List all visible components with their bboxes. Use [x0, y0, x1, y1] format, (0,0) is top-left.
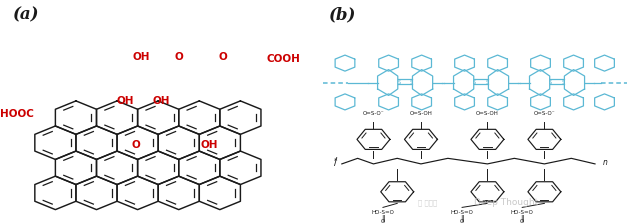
- Text: O: O: [175, 52, 183, 62]
- Text: ‖: ‖: [381, 215, 385, 222]
- Text: *: *: [334, 158, 337, 164]
- Text: OH: OH: [116, 97, 134, 106]
- Text: S: S: [410, 80, 413, 85]
- Text: HO-S=O: HO-S=O: [451, 211, 473, 215]
- Text: ‖: ‖: [460, 215, 464, 222]
- Text: S: S: [562, 80, 565, 85]
- Text: ‖: ‖: [520, 215, 524, 222]
- Text: O: O: [460, 219, 464, 223]
- Text: O: O: [381, 219, 385, 223]
- Text: OH: OH: [200, 140, 218, 150]
- Text: HO-S=O: HO-S=O: [511, 211, 534, 215]
- Text: (b): (b): [329, 7, 356, 24]
- Text: O=S-OH: O=S-OH: [476, 111, 499, 116]
- Text: OH: OH: [132, 52, 149, 62]
- Text: S: S: [549, 80, 552, 85]
- Text: O=S-OH: O=S-OH: [410, 111, 432, 116]
- Text: S: S: [486, 80, 489, 85]
- Text: Deep Thought: Deep Thought: [474, 198, 539, 207]
- Text: O=S-O⁻: O=S-O⁻: [534, 111, 555, 116]
- Text: (a): (a): [13, 7, 39, 24]
- Text: 🔴 公众号: 🔴 公众号: [418, 200, 437, 206]
- Text: /: /: [334, 157, 337, 167]
- Text: S: S: [397, 80, 400, 85]
- Text: O: O: [219, 52, 227, 62]
- Text: S: S: [473, 80, 476, 85]
- Text: n: n: [603, 158, 608, 167]
- Text: COOH: COOH: [266, 54, 300, 64]
- Text: HOOC: HOOC: [1, 109, 34, 119]
- Text: O: O: [520, 219, 524, 223]
- Text: HO-S=O: HO-S=O: [372, 211, 394, 215]
- Text: OH: OH: [153, 97, 170, 106]
- Text: O=S-O⁻: O=S-O⁻: [363, 111, 384, 116]
- Text: O: O: [132, 140, 141, 150]
